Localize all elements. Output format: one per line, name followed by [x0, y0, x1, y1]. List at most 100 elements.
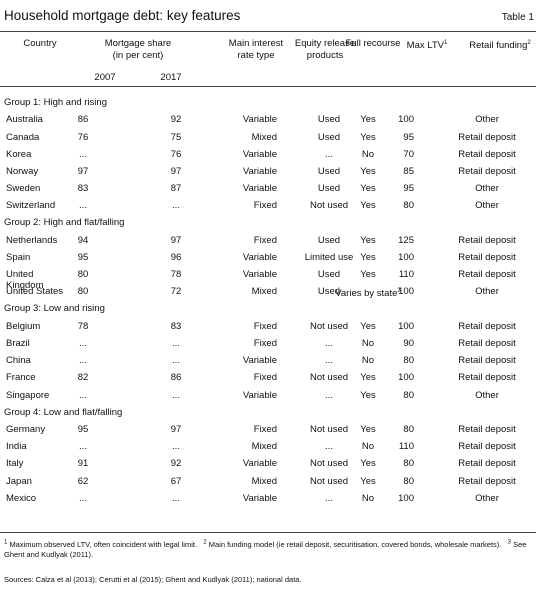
footnotes: 1 Maximum observed LTV, often coincident… [4, 537, 534, 560]
equity-release: ... [325, 389, 333, 401]
max-ltv: 90 [403, 337, 414, 349]
interest-type: Mixed [251, 475, 277, 487]
full-recourse: No [361, 492, 375, 504]
sources: Sources: Calza et al (2013); Cerutti et … [4, 575, 302, 584]
country: Switzerland [6, 200, 56, 212]
max-ltv: 100 [398, 286, 414, 298]
retail-funding: Retail deposit [458, 251, 516, 263]
full-recourse: No [361, 148, 375, 160]
interest-type: Variable [242, 165, 277, 177]
country: China [6, 355, 31, 367]
interest-type: Mixed [251, 131, 277, 143]
interest-type: Variable [242, 492, 277, 504]
retail-funding: Other [475, 114, 499, 126]
max-ltv: 80 [403, 423, 414, 435]
country: Norway [6, 165, 39, 177]
country: United States [6, 286, 64, 298]
full-recourse: Yes [360, 114, 376, 126]
equity-release: Not used [309, 423, 349, 435]
col-header: Mortgage share [104, 38, 172, 49]
footnote: 1 Maximum observed LTV, often coincident… [4, 539, 203, 549]
footnote-marker: 2 [203, 539, 207, 545]
country: Singapore [6, 389, 50, 401]
country: Germany [6, 423, 46, 435]
retail-funding: Other [475, 492, 499, 504]
country: Korea [6, 148, 32, 160]
equity-release: ... [325, 441, 333, 453]
full-recourse: Yes [360, 234, 376, 246]
interest-type: Fixed [253, 423, 277, 435]
equity-release: ... [325, 148, 333, 160]
share-2017: 75 [170, 131, 182, 143]
equity-release: Not used [309, 475, 349, 487]
rule [0, 86, 536, 87]
equity-release: Used [317, 131, 341, 143]
equity-release: ... [325, 492, 333, 504]
max-ltv: 100 [398, 251, 414, 263]
share-2007: 95 [77, 251, 89, 263]
max-ltv: 100 [398, 492, 414, 504]
retail-funding: Other [475, 183, 499, 195]
interest-type: Mixed [251, 441, 277, 453]
share-2017: 78 [170, 269, 182, 281]
equity-release: Used [317, 114, 341, 126]
interest-type: Variable [242, 148, 277, 160]
country: Japan [6, 475, 32, 487]
equity-release: Used [317, 234, 341, 246]
share-2017: ... [172, 355, 180, 367]
share-2007: 95 [77, 423, 89, 435]
col-header: (in per cent) [112, 50, 164, 61]
interest-type: Variable [242, 114, 277, 126]
footnote: 2 Main funding model (ie retail deposit,… [203, 539, 507, 549]
full-recourse: Yes [360, 475, 376, 487]
share-2017: ... [172, 337, 180, 349]
country: Spain [6, 251, 31, 263]
full-recourse: Yes [360, 423, 376, 435]
max-ltv: 80 [403, 458, 414, 470]
full-recourse: Yes [360, 200, 376, 212]
max-ltv: 95 [403, 183, 414, 195]
max-ltv: 80 [403, 475, 414, 487]
col-header: rate type [237, 50, 275, 61]
title: Household mortgage debt: key features [4, 8, 241, 23]
share-2007: 80 [77, 286, 89, 298]
col-header: Retail funding2 [469, 38, 530, 51]
rule [0, 532, 536, 533]
footnote-text: See Ghent and Kudlyak (2011). [4, 539, 527, 559]
share-2017: 97 [170, 234, 182, 246]
col-header: 2017 [160, 72, 182, 83]
retail-funding: Retail deposit [458, 269, 516, 281]
interest-type: Variable [242, 269, 277, 281]
group-title: Group 1: High and rising [4, 97, 107, 108]
share-2007: 76 [77, 131, 89, 143]
retail-funding: Retail deposit [458, 131, 516, 143]
share-2007: ... [79, 441, 87, 453]
retail-funding: Other [475, 286, 499, 298]
interest-type: Mixed [251, 286, 277, 298]
footnote-text: Main funding model (ie retail deposit, s… [208, 539, 502, 549]
share-2017: 97 [170, 423, 182, 435]
share-2007: ... [79, 337, 87, 349]
share-2007: ... [79, 355, 87, 367]
retail-funding: Retail deposit [458, 458, 516, 470]
share-2007: 86 [77, 114, 89, 126]
interest-type: Variable [242, 183, 277, 195]
equity-release: Used [317, 269, 341, 281]
col-header: Country [23, 38, 57, 49]
share-2007: 97 [77, 165, 89, 177]
share-2007: 94 [77, 234, 89, 246]
max-ltv: 125 [398, 234, 414, 246]
superscript: 2 [527, 40, 531, 46]
country: Netherlands [6, 234, 58, 246]
max-ltv: 100 [398, 114, 414, 126]
max-ltv: 95 [403, 131, 414, 143]
col-header: Max LTV1 [407, 38, 448, 51]
group-title: Group 3: Low and rising [4, 303, 105, 315]
full-recourse: Varies by state3 [335, 286, 400, 299]
share-2017: 72 [170, 286, 182, 298]
interest-type: Variable [242, 389, 277, 401]
share-2007: 83 [77, 183, 89, 195]
col-header: 2007 [94, 72, 116, 83]
country: Belgium [6, 320, 41, 332]
